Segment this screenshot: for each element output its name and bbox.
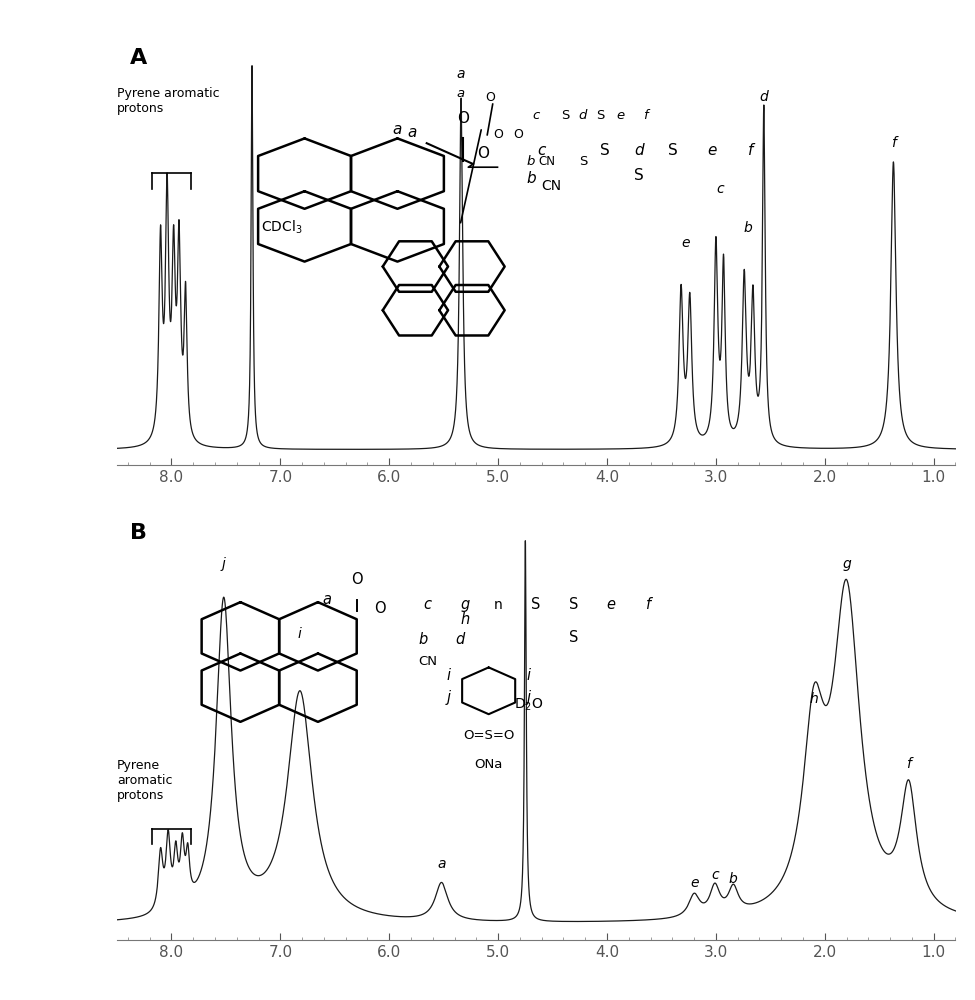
Text: a: a xyxy=(456,87,464,100)
Text: S: S xyxy=(568,597,578,612)
Text: f: f xyxy=(906,757,911,771)
Text: f: f xyxy=(646,597,651,612)
Text: CN: CN xyxy=(418,655,437,668)
Text: S: S xyxy=(634,168,644,183)
Text: g: g xyxy=(842,557,851,571)
Text: S: S xyxy=(597,109,604,122)
Text: e: e xyxy=(707,143,717,158)
Text: c: c xyxy=(717,182,724,196)
Text: S: S xyxy=(668,143,678,158)
Text: i: i xyxy=(526,668,530,683)
Text: a: a xyxy=(393,122,402,137)
Text: O: O xyxy=(486,91,495,104)
Text: h: h xyxy=(460,612,470,627)
Text: O: O xyxy=(374,601,386,616)
Text: d: d xyxy=(760,90,768,104)
Text: d: d xyxy=(579,109,587,122)
Text: a: a xyxy=(457,67,465,81)
Text: A: A xyxy=(130,48,147,68)
Text: f: f xyxy=(643,109,647,122)
Text: j: j xyxy=(526,690,530,705)
Text: i: i xyxy=(447,668,450,683)
Text: a: a xyxy=(437,857,446,871)
Text: j: j xyxy=(221,557,225,571)
Text: f: f xyxy=(749,143,754,158)
Text: CDCl$_3$: CDCl$_3$ xyxy=(260,218,302,236)
Text: c: c xyxy=(711,868,719,882)
Text: ONa: ONa xyxy=(475,758,503,771)
Text: a: a xyxy=(323,592,332,607)
Text: CN: CN xyxy=(541,179,562,193)
Text: Pyrene
aromatic
protons: Pyrene aromatic protons xyxy=(117,759,173,802)
Text: O: O xyxy=(351,572,363,587)
Text: O: O xyxy=(457,111,469,126)
Text: D$_2$O: D$_2$O xyxy=(515,697,544,713)
Text: n: n xyxy=(493,598,502,612)
Text: j: j xyxy=(447,690,450,705)
Text: S: S xyxy=(562,109,569,122)
Text: h: h xyxy=(809,692,818,706)
Text: e: e xyxy=(682,236,689,250)
Text: Pyrene aromatic
protons: Pyrene aromatic protons xyxy=(117,87,219,115)
Text: CN: CN xyxy=(538,155,556,168)
Text: e: e xyxy=(616,109,624,122)
Text: O: O xyxy=(493,128,503,141)
Text: b: b xyxy=(526,155,535,168)
Text: S: S xyxy=(568,630,578,645)
Text: d: d xyxy=(634,143,644,158)
Text: g: g xyxy=(460,597,470,612)
Text: S: S xyxy=(600,143,609,158)
Text: S: S xyxy=(531,597,540,612)
Text: c: c xyxy=(532,109,540,122)
Text: S: S xyxy=(579,155,587,168)
Text: B: B xyxy=(130,523,146,543)
Text: b: b xyxy=(729,872,738,886)
Text: O=S=O: O=S=O xyxy=(463,729,515,742)
Text: b: b xyxy=(418,632,427,647)
Text: O: O xyxy=(513,128,523,141)
Text: d: d xyxy=(455,632,465,647)
Text: c: c xyxy=(537,143,546,158)
Text: b: b xyxy=(526,171,536,186)
Text: a: a xyxy=(408,125,416,140)
Text: O: O xyxy=(477,146,488,161)
Text: i: i xyxy=(298,627,302,641)
Text: e: e xyxy=(606,597,615,612)
Text: f: f xyxy=(891,136,896,150)
Text: e: e xyxy=(690,876,698,890)
Text: b: b xyxy=(743,221,752,235)
Text: c: c xyxy=(423,597,431,612)
